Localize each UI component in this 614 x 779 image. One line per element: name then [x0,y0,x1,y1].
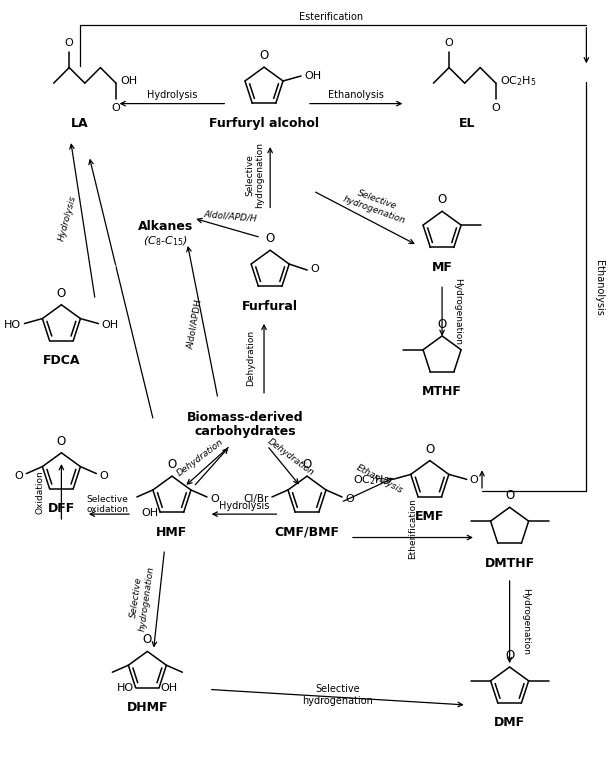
Text: MF: MF [432,261,453,273]
Text: OC$_2$H$_5$: OC$_2$H$_5$ [353,474,390,488]
Text: Hydrolysis: Hydrolysis [147,90,197,100]
Text: Furfuryl alcohol: Furfuryl alcohol [209,117,319,129]
Text: Biomass-derived: Biomass-derived [187,411,304,424]
Text: Selective
oxidation: Selective oxidation [87,495,128,514]
Text: Ethanolysis: Ethanolysis [328,90,384,100]
Text: Cl/Br: Cl/Br [244,494,269,504]
Text: DMF: DMF [494,717,525,729]
Text: OC$_2$H$_5$: OC$_2$H$_5$ [500,74,537,88]
Text: Alkanes: Alkanes [138,220,193,233]
Text: O: O [437,318,447,331]
Text: O: O [15,471,23,481]
Text: OH: OH [304,71,321,81]
Text: O: O [491,103,500,113]
Text: DHMF: DHMF [126,701,168,714]
Text: O: O [259,49,269,62]
Text: Hydrogenation: Hydrogenation [521,588,530,655]
Text: OH: OH [120,76,137,86]
Text: Oxidation: Oxidation [36,471,44,514]
Text: FDCA: FDCA [42,354,80,367]
Text: O: O [425,442,435,456]
Text: Hydrogenation: Hydrogenation [453,278,462,345]
Text: Hydrolysis: Hydrolysis [96,261,119,308]
Text: Dehydration: Dehydration [175,437,225,478]
Text: Esterification: Esterification [300,12,363,22]
Text: O: O [56,435,66,448]
Text: CMF/BMF: CMF/BMF [274,526,340,538]
Text: O: O [437,193,447,206]
Text: Aldol/APDH: Aldol/APDH [185,298,203,349]
Text: O: O [99,471,108,481]
Text: Hydrolysis: Hydrolysis [57,194,78,242]
Text: Furfural: Furfural [242,300,298,312]
Text: O: O [142,633,152,647]
Text: carbohydrates: carbohydrates [195,425,297,438]
Text: Selective
hydrogenation: Selective hydrogenation [341,185,410,225]
Text: HO: HO [117,683,134,693]
Text: Aldol/APD/H: Aldol/APD/H [203,210,257,224]
Text: Dehydration: Dehydration [266,437,316,478]
Text: EMF: EMF [415,510,445,523]
Text: Selective
hydrogenation: Selective hydrogenation [128,564,156,633]
Text: O: O [505,649,515,662]
Text: Etherification: Etherification [408,498,417,559]
Text: O: O [56,287,66,300]
Text: Selective
hydrogenation: Selective hydrogenation [245,143,265,208]
Text: EL: EL [459,117,475,129]
Text: MTHF: MTHF [422,386,462,398]
Text: OH: OH [101,319,119,330]
Text: DMTHF: DMTHF [484,557,535,569]
Text: O: O [210,494,219,504]
Text: O: O [265,232,275,245]
Text: O: O [470,475,478,485]
Text: O: O [445,37,453,48]
Text: Hydrolysis: Hydrolysis [219,502,269,511]
Text: (C$_8$-C$_{15}$): (C$_8$-C$_{15}$) [144,234,188,248]
Text: Ethanolysis: Ethanolysis [354,463,405,495]
Text: Selective
hydrogenation: Selective hydrogenation [302,684,373,706]
Text: O: O [345,494,354,504]
Text: O: O [112,103,120,113]
Text: DFF: DFF [48,502,75,515]
Text: O: O [167,458,177,471]
Text: O: O [310,264,319,274]
Text: O: O [65,37,74,48]
Text: HO: HO [4,319,21,330]
Text: O: O [505,489,515,502]
Text: Dehydration: Dehydration [246,330,255,386]
Text: Ethanolysis: Ethanolysis [594,260,604,316]
Text: O: O [302,458,312,471]
Text: HMF: HMF [157,526,187,538]
Text: LA: LA [71,117,88,129]
Text: OH: OH [141,508,158,518]
Text: OH: OH [161,683,178,693]
